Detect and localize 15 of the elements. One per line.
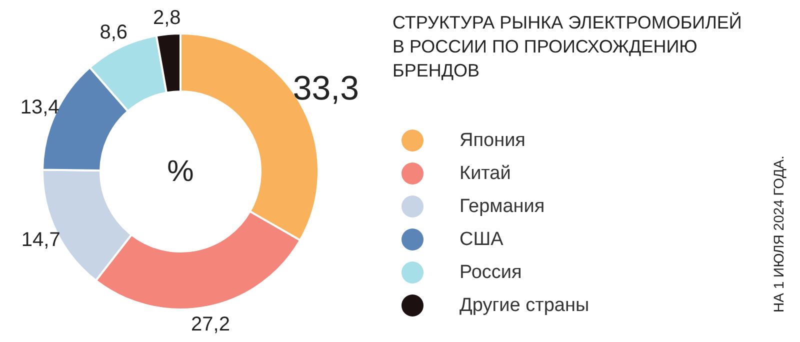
data-label: 8,6 — [100, 22, 128, 44]
data-label: 14,7 — [21, 228, 60, 251]
data-label: 33,3 — [292, 69, 360, 108]
data-label: 27,2 — [191, 314, 230, 336]
text: % — [167, 155, 194, 188]
legend-label: Китай — [460, 163, 511, 184]
text: СТРУКТУРА РЫНКА ЭЛЕКТРОМОБИЛЕЙ В РОССИИ ПО ПРОИСХОЖДЕНИЮ БРЕНДОВ — [392, 12, 742, 80]
legend-label: Германия — [460, 196, 545, 217]
legend-label: Другие страны — [460, 295, 590, 316]
data-label: 13,4 — [20, 96, 60, 118]
legend-label: Россия — [460, 262, 522, 283]
data-label: 2,8 — [152, 7, 181, 30]
legend-label: Япония — [460, 130, 526, 151]
text: НА 1 ИЮЛЯ 2024 ГОДА. — [770, 156, 786, 312]
legend-label: США — [460, 229, 504, 250]
